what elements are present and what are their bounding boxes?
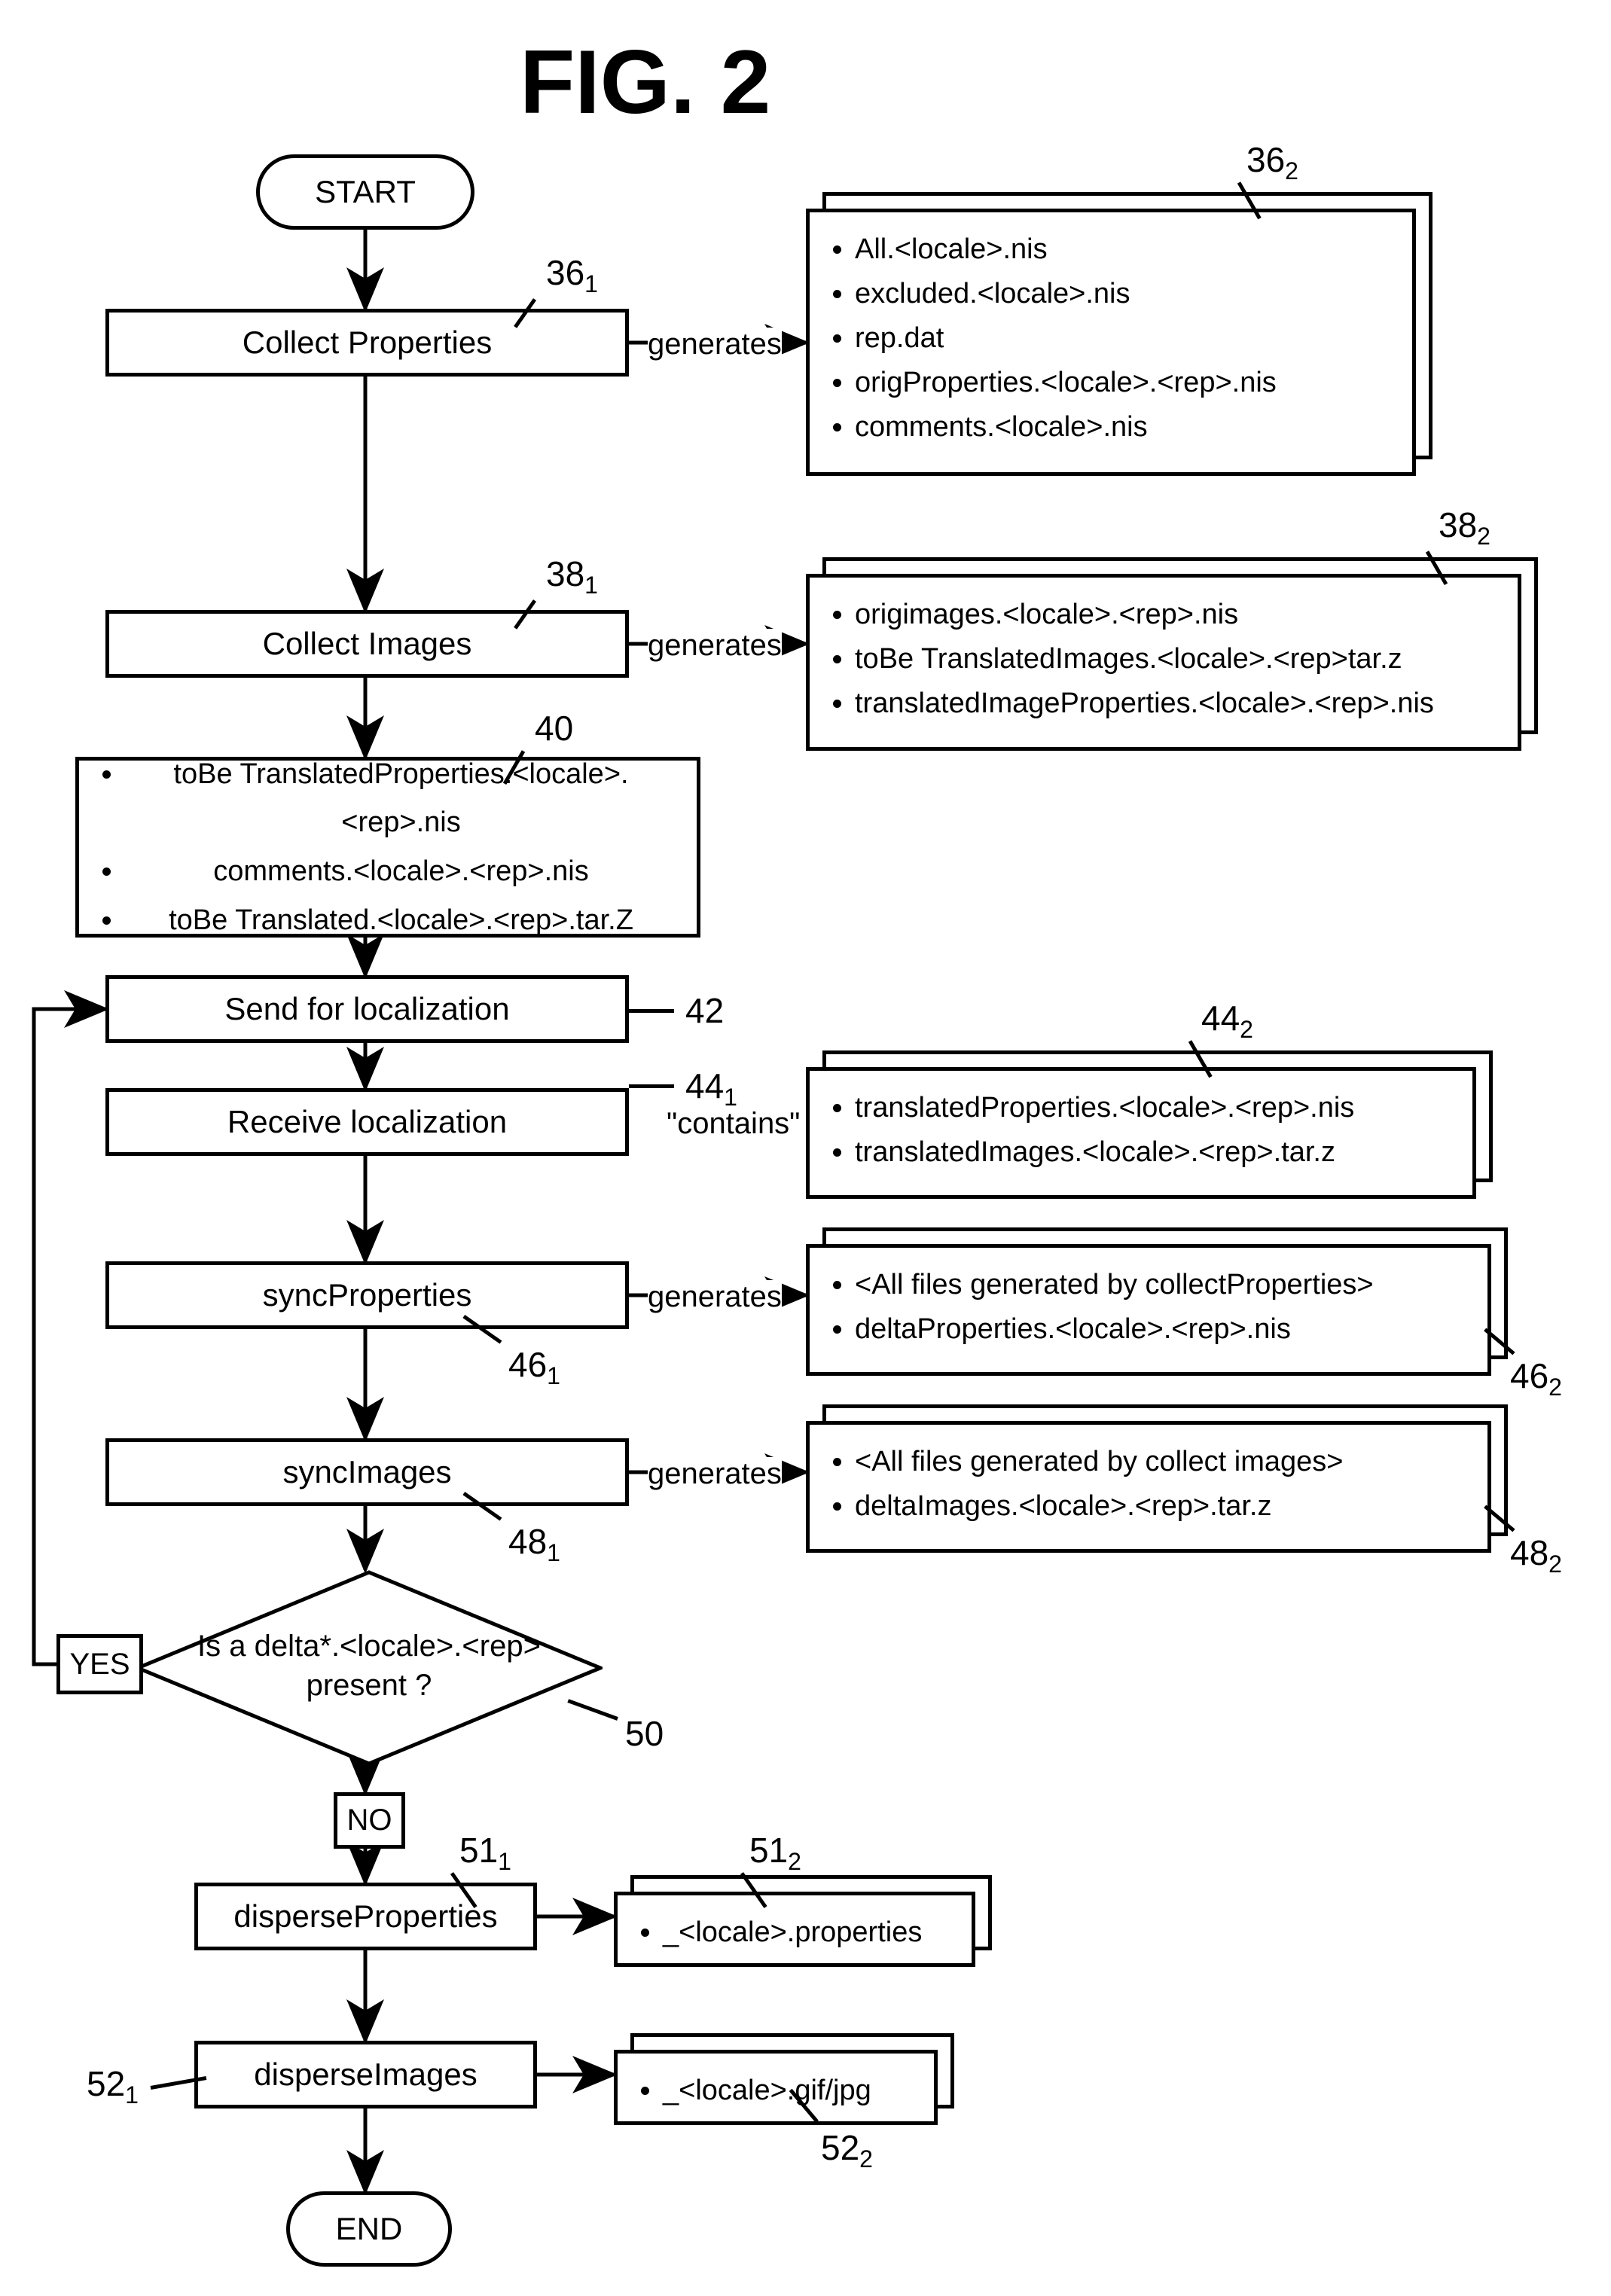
flowchart-figure: FIG. 2 START END Collect Properties Collect … [30, 30, 1581, 2266]
ref-r40: 40 [535, 708, 573, 749]
process-disperse_props: disperseProperties [194, 1883, 537, 1950]
decision-yes: YES [56, 1634, 143, 1694]
figure-title: FIG. 2 [520, 30, 770, 134]
decision-delta-present: Is a delta*.<locale>.<rep>present ? [136, 1570, 603, 1766]
docbox-b46_2: <All files generated by collectPropertie… [806, 1227, 1508, 1376]
leader-line [629, 1084, 674, 1088]
docbox-b48_2: <All files generated by collect images>d… [806, 1404, 1508, 1553]
ref-r50: 50 [625, 1713, 664, 1754]
ref-r51_1: 511 [459, 1830, 511, 1876]
leader-line [629, 1009, 674, 1013]
edge-label-gen3: generates [648, 1280, 782, 1314]
edge-label-gen1: generates [648, 328, 782, 361]
process-recv_loc: Receive localization [105, 1088, 629, 1156]
ref-r46_2: 462 [1510, 1355, 1562, 1401]
terminal-end: END [286, 2191, 452, 2267]
docbox-b44_2: translatedProperties.<locale>.<rep>.nist… [806, 1050, 1493, 1199]
ref-r38_1: 381 [546, 553, 598, 599]
ref-r36_2: 362 [1246, 139, 1298, 185]
ref-r44_2: 442 [1201, 998, 1253, 1044]
docbox-b51_2: _<locale>.properties [614, 1875, 992, 1967]
process-collect_images: Collect Images [105, 610, 629, 678]
docbox-b38_2: origimages.<locale>.<rep>.nistoBe Transl… [806, 557, 1538, 751]
ref-r46_1: 461 [508, 1344, 560, 1390]
docbox-b36_2: All.<locale>.nisexcluded.<locale>.nisrep… [806, 192, 1433, 476]
process-collect_props: Collect Properties [105, 309, 629, 377]
ref-r36_1: 361 [546, 252, 598, 298]
terminal-start: START [256, 154, 474, 230]
edge-label-gen4: generates [648, 1457, 782, 1491]
ref-r38_2: 382 [1439, 505, 1490, 550]
ref-r42: 42 [685, 990, 724, 1031]
process-send_loc: Send for localization [105, 975, 629, 1043]
process-disperse_images: disperseImages [194, 2041, 537, 2108]
edge-label-contains: "contains" [667, 1107, 800, 1141]
ref-r52_2: 522 [821, 2127, 873, 2173]
edge-label-gen2: generates [648, 629, 782, 663]
ref-r48_1: 481 [508, 1521, 560, 1567]
process-files_40: toBe TranslatedProperties.<locale>.<rep>… [75, 757, 700, 938]
ref-r52_1: 521 [87, 2063, 139, 2109]
ref-r48_2: 482 [1510, 1532, 1562, 1578]
process-sync_props: syncProperties [105, 1261, 629, 1329]
ref-r51_2: 512 [749, 1830, 801, 1876]
ref-r44_1: 441 [685, 1066, 737, 1111]
process-sync_images: syncImages [105, 1438, 629, 1506]
docbox-b52_2: _<locale>.gif/jpg [614, 2033, 954, 2125]
decision-no: NO [334, 1792, 405, 1849]
